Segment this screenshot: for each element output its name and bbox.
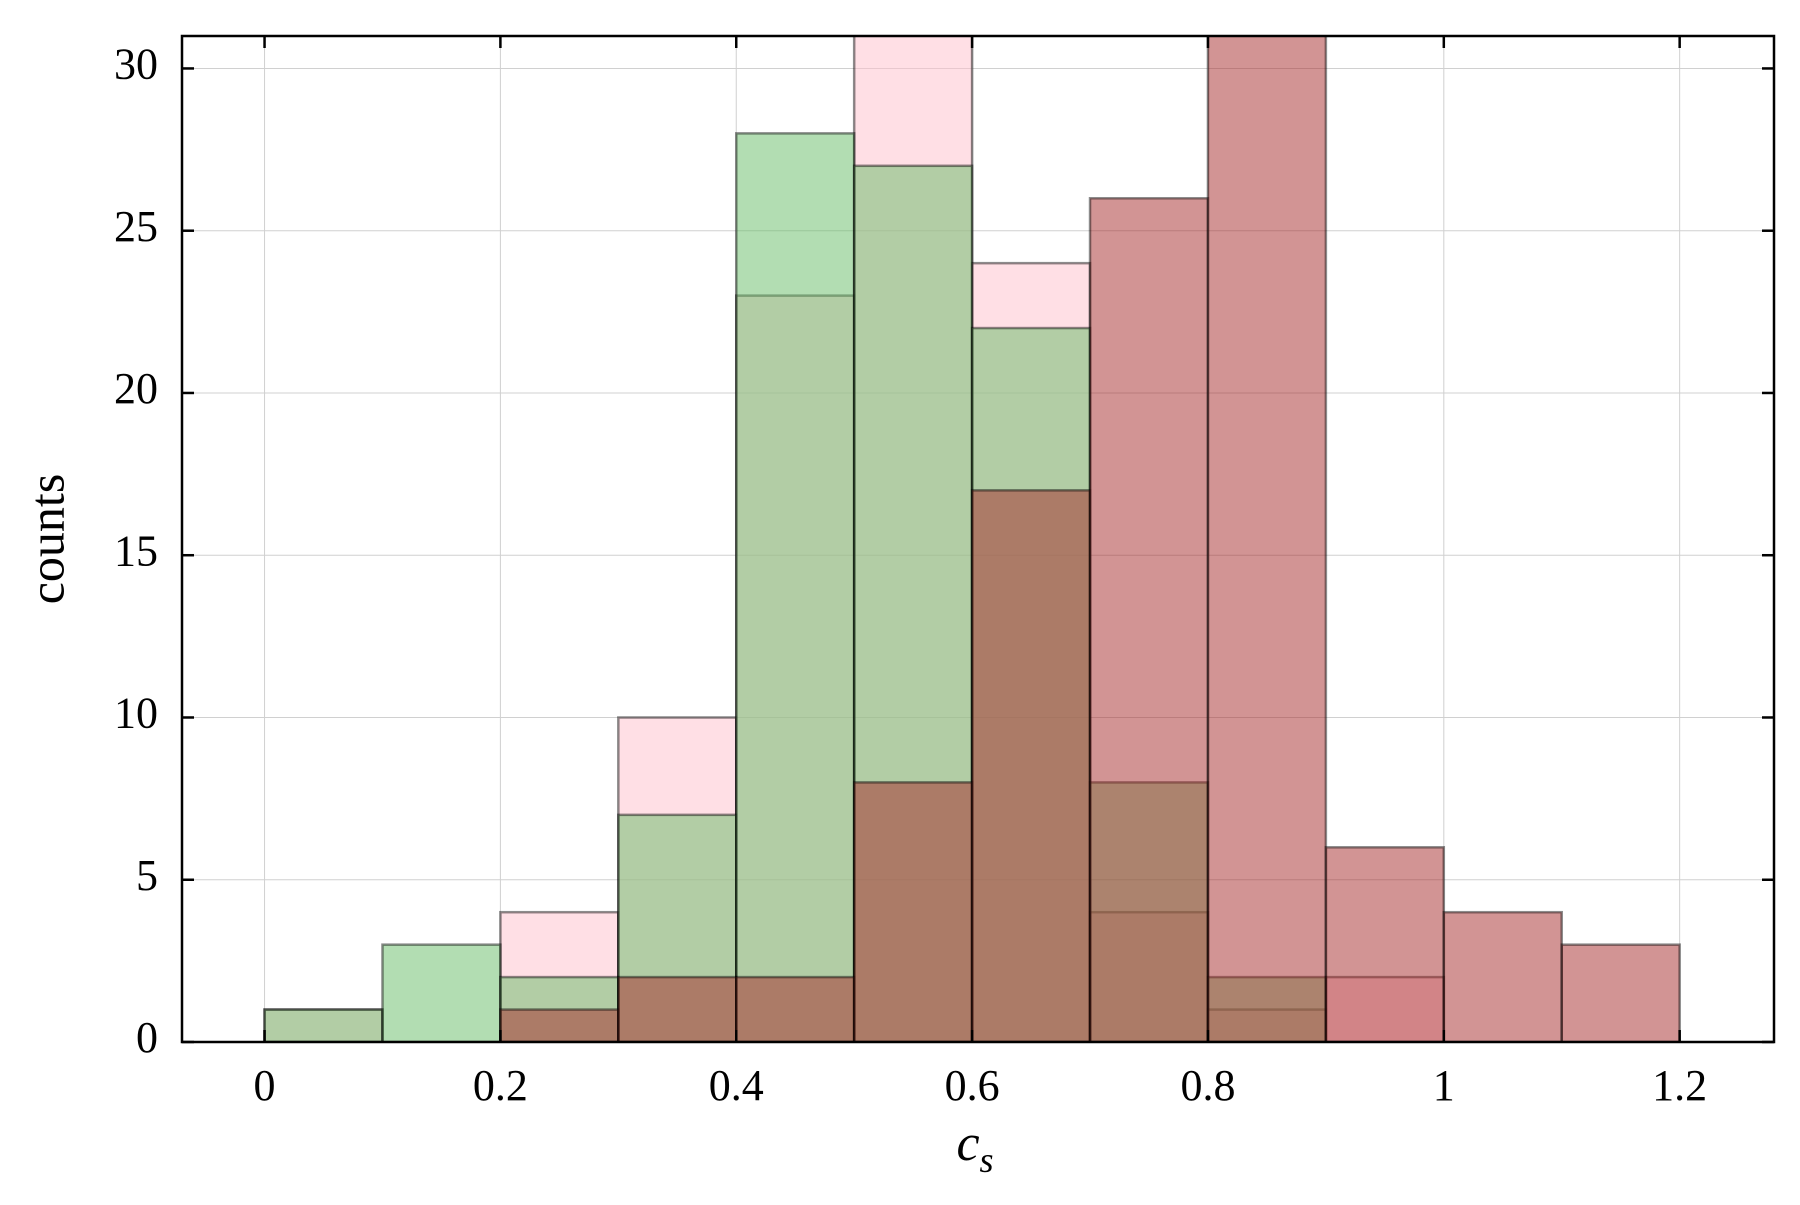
histogram-bar <box>1560 943 1681 1042</box>
y-tick-label: 5 <box>136 851 158 900</box>
histogram-bar <box>1442 910 1563 1042</box>
histogram-bar <box>499 1008 620 1042</box>
histogram-bar <box>735 132 856 1042</box>
histogram-bar <box>381 943 502 1042</box>
y-tick-label: 25 <box>114 202 158 251</box>
x-tick-label: 0.6 <box>945 1061 1000 1110</box>
x-axis-label: cs <box>956 1115 993 1180</box>
y-tick-label: 20 <box>114 364 158 413</box>
x-tick-label: 0.4 <box>709 1061 764 1110</box>
histogram-bar <box>617 975 738 1042</box>
y-tick-label: 30 <box>114 40 158 89</box>
y-tick-label: 0 <box>136 1013 158 1062</box>
x-tick-label: 1.2 <box>1652 1061 1707 1110</box>
x-axis-label-main: c <box>956 1115 979 1172</box>
x-tick-label: 0.8 <box>1180 1061 1235 1110</box>
y-tick-label: 10 <box>114 689 158 738</box>
histogram-bar <box>970 489 1092 1042</box>
x-axis-label-sub: s <box>980 1140 994 1180</box>
histogram-bar <box>735 975 856 1042</box>
histogram-bar <box>1324 846 1446 1042</box>
bars <box>263 36 1681 1042</box>
histogram-bar <box>852 781 974 1042</box>
histogram-bar <box>263 1008 384 1042</box>
x-tick-label: 0 <box>254 1061 276 1110</box>
axes: 0 0.2 0.4 0.6 0.8 1 1.2 0 5 10 15 20 25 30 <box>114 34 1776 1110</box>
x-tick-label: 1 <box>1433 1061 1455 1110</box>
y-tick-label: 15 <box>114 526 158 575</box>
x-tick-label: 0.2 <box>473 1061 528 1110</box>
histogram-bar <box>1206 36 1328 1042</box>
plot-frame <box>180 34 1776 1044</box>
y-axis-label: counts <box>18 474 74 605</box>
histogram-bar <box>1088 197 1210 1042</box>
